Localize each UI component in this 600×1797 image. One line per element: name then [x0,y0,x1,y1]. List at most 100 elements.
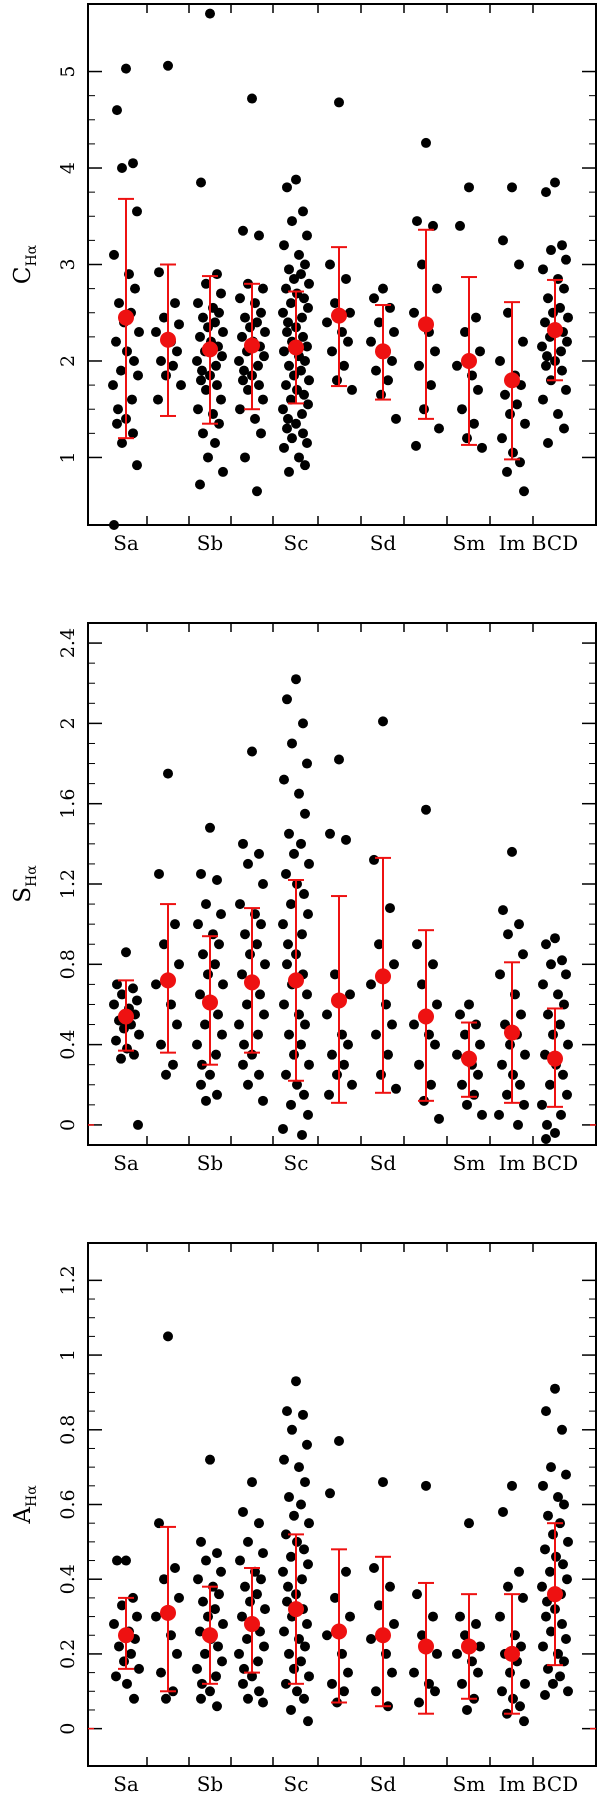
data-point [327,1049,337,1060]
data-point [515,1079,525,1090]
data-point [538,264,548,275]
y-tick-label: 2 [57,717,79,729]
data-point [298,331,308,342]
group [109,1555,144,1704]
data-point [412,1589,422,1600]
data-point [254,1069,264,1080]
data-point [332,1069,342,1080]
x-category-label: Sb [197,1772,224,1796]
data-point [212,380,222,391]
data-point [300,460,310,471]
data-point [259,351,269,362]
data-point [195,331,205,342]
y-tick-label: 4 [57,162,79,174]
data-point [214,939,224,950]
data-point [153,394,163,405]
data-point [287,433,297,444]
data-point [505,1667,515,1678]
x-category-label: Sc [284,1151,309,1175]
data-point [117,1600,127,1611]
data-point [495,355,505,366]
data-point [378,1477,388,1488]
data-point [518,336,528,347]
data-point [112,105,122,116]
data-point [238,838,248,849]
data-point [409,307,419,318]
data-point [543,437,553,448]
data-point [284,1029,294,1040]
data-point [235,1555,245,1566]
data-point [385,1581,395,1592]
data-point [300,1477,310,1488]
data-point [559,1656,569,1667]
data-point [387,1019,397,1030]
data-point [210,317,220,328]
data-point [455,1009,465,1020]
data-point [542,351,552,362]
data-point [561,254,571,265]
data-point [497,433,507,444]
data-point [117,437,127,448]
mean-marker [331,1623,347,1640]
mean-marker [418,316,434,333]
data-point [298,1409,308,1420]
data-point [299,293,309,304]
mean-marker [202,994,218,1011]
data-point [553,1492,563,1503]
data-point [519,1716,529,1727]
data-point [556,346,566,357]
data-point [151,979,161,990]
data-point [452,1648,462,1659]
data-point [455,1611,465,1622]
data-point [163,1331,173,1342]
mean-marker [375,968,391,985]
group [495,182,530,497]
group [151,768,184,1080]
data-point [217,1656,227,1667]
data-point [243,384,253,395]
data-point [371,1029,381,1040]
data-point [414,1059,424,1070]
group [192,1454,228,1712]
data-point [259,1641,269,1652]
data-point [389,1619,399,1630]
data-point [541,187,551,198]
group [366,283,401,424]
y-tick-label: 0.8 [57,1415,79,1445]
data-point [297,1129,307,1140]
data-point [282,694,292,705]
data-point [203,452,213,463]
x-category-label: Sa [113,1151,139,1175]
data-point [111,336,121,347]
data-point [546,959,556,970]
mean-marker [331,992,347,1009]
data-point [203,1611,213,1622]
data-point [196,1536,206,1547]
data-point [540,1690,550,1701]
data-point [428,220,438,231]
mean-marker [202,341,218,358]
data-point [369,1563,379,1574]
data-point [389,959,399,970]
group [452,182,487,453]
group [234,93,270,497]
data-point [260,959,270,970]
data-point [168,360,178,371]
data-point [234,1648,244,1659]
data-point [254,848,264,859]
data-point [426,1079,436,1090]
data-point [281,1678,291,1689]
data-point [538,979,548,990]
x-category-label: Sd [370,1772,397,1796]
data-point [550,1127,560,1138]
group [109,947,144,1130]
panel-1: 1 2 3 4 5 CHα Sa Sb Sc Sd Sm Im BCD [10,3,597,555]
data-point [279,1626,289,1637]
data-point [128,158,138,169]
data-point [503,307,513,318]
data-point [213,1009,223,1020]
data-point [502,1089,512,1100]
data-point [289,848,299,859]
data-point [546,1626,556,1637]
data-point [281,868,291,879]
